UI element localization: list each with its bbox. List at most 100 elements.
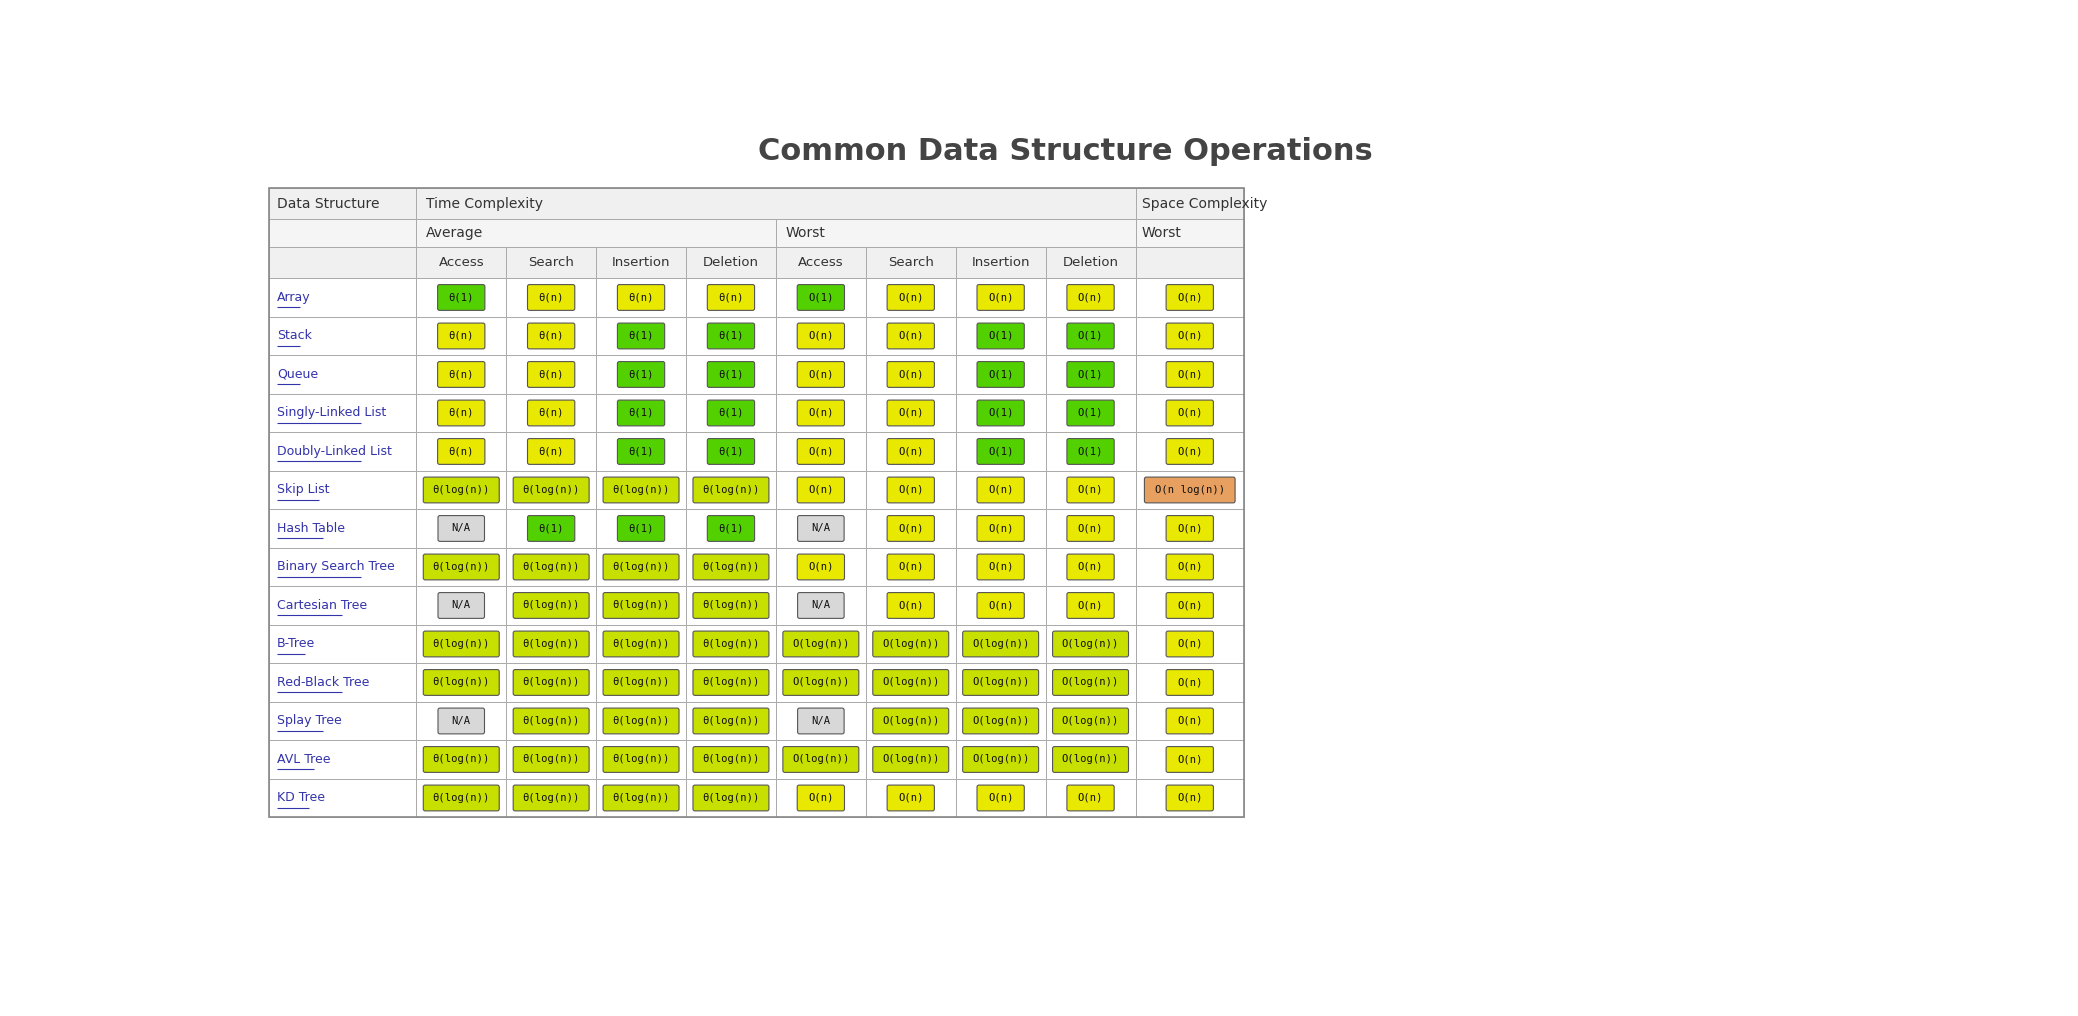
- Text: O(n): O(n): [987, 792, 1014, 803]
- Bar: [596, 509, 686, 548]
- Text: O(n): O(n): [987, 562, 1014, 572]
- FancyBboxPatch shape: [513, 592, 590, 619]
- FancyBboxPatch shape: [977, 362, 1024, 387]
- Text: θ(n): θ(n): [538, 408, 563, 418]
- Bar: [956, 470, 1045, 509]
- FancyBboxPatch shape: [798, 515, 844, 542]
- Bar: [1045, 509, 1135, 548]
- Text: N/A: N/A: [810, 600, 831, 611]
- Text: O(log(n)): O(log(n)): [792, 678, 850, 688]
- Text: O(n): O(n): [808, 408, 833, 418]
- Text: O(n log(n)): O(n log(n)): [1155, 485, 1224, 495]
- Text: θ(log(n)): θ(log(n)): [613, 600, 669, 611]
- Bar: [1135, 278, 1245, 317]
- Text: O(n): O(n): [1078, 792, 1103, 803]
- FancyBboxPatch shape: [617, 362, 665, 387]
- Bar: [416, 188, 1135, 218]
- Text: θ(log(n)): θ(log(n)): [702, 716, 761, 726]
- Text: O(n): O(n): [1176, 331, 1203, 341]
- Bar: [1135, 432, 1245, 470]
- Bar: [416, 625, 507, 663]
- Text: Cartesian Tree: Cartesian Tree: [276, 599, 368, 612]
- FancyBboxPatch shape: [513, 554, 590, 580]
- Bar: [867, 663, 956, 702]
- FancyBboxPatch shape: [1066, 400, 1114, 426]
- FancyBboxPatch shape: [887, 323, 935, 348]
- Bar: [416, 470, 507, 509]
- Bar: [507, 741, 596, 778]
- Text: Array: Array: [276, 291, 310, 304]
- Bar: [956, 548, 1045, 586]
- FancyBboxPatch shape: [1066, 362, 1114, 387]
- Bar: [1045, 548, 1135, 586]
- FancyBboxPatch shape: [1166, 400, 1214, 426]
- Text: O(n): O(n): [898, 562, 923, 572]
- Text: O(1): O(1): [1078, 408, 1103, 418]
- Text: Doubly-Linked List: Doubly-Linked List: [276, 445, 391, 458]
- Text: θ(log(n)): θ(log(n)): [432, 755, 490, 764]
- FancyBboxPatch shape: [783, 631, 858, 657]
- FancyBboxPatch shape: [1166, 747, 1214, 772]
- FancyBboxPatch shape: [438, 323, 484, 348]
- FancyBboxPatch shape: [424, 631, 499, 657]
- Text: Access: Access: [798, 256, 844, 269]
- Bar: [1135, 778, 1245, 817]
- FancyBboxPatch shape: [962, 631, 1039, 657]
- Bar: [775, 317, 867, 356]
- Bar: [867, 278, 956, 317]
- FancyBboxPatch shape: [798, 785, 844, 811]
- Text: Worst: Worst: [1141, 227, 1182, 240]
- Text: θ(1): θ(1): [719, 408, 744, 418]
- Text: N/A: N/A: [451, 523, 472, 533]
- FancyBboxPatch shape: [603, 592, 680, 619]
- Text: B-Tree: B-Tree: [276, 637, 316, 650]
- Text: O(n): O(n): [987, 485, 1014, 495]
- FancyBboxPatch shape: [798, 362, 844, 387]
- Text: θ(log(n)): θ(log(n)): [702, 485, 761, 495]
- FancyBboxPatch shape: [603, 631, 680, 657]
- FancyBboxPatch shape: [707, 362, 754, 387]
- Bar: [1045, 278, 1135, 317]
- Text: O(n): O(n): [1176, 562, 1203, 572]
- FancyBboxPatch shape: [1066, 284, 1114, 310]
- Bar: [775, 509, 867, 548]
- Bar: [867, 778, 956, 817]
- Text: θ(1): θ(1): [628, 523, 655, 533]
- FancyBboxPatch shape: [1066, 323, 1114, 348]
- Bar: [507, 663, 596, 702]
- FancyBboxPatch shape: [962, 708, 1039, 734]
- Text: O(n): O(n): [898, 600, 923, 611]
- FancyBboxPatch shape: [1054, 670, 1128, 695]
- FancyBboxPatch shape: [977, 785, 1024, 811]
- FancyBboxPatch shape: [603, 670, 680, 695]
- Text: Deletion: Deletion: [1062, 256, 1118, 269]
- Bar: [686, 278, 775, 317]
- Bar: [1045, 778, 1135, 817]
- FancyBboxPatch shape: [692, 554, 769, 580]
- Bar: [268, 741, 416, 778]
- FancyBboxPatch shape: [1166, 362, 1214, 387]
- Bar: [416, 356, 507, 394]
- Bar: [268, 394, 416, 432]
- FancyBboxPatch shape: [603, 708, 680, 734]
- FancyBboxPatch shape: [783, 670, 858, 695]
- Bar: [416, 741, 507, 778]
- Text: O(n): O(n): [987, 523, 1014, 533]
- Text: O(log(n)): O(log(n)): [1062, 755, 1120, 764]
- Text: O(n): O(n): [1176, 523, 1203, 533]
- Bar: [416, 317, 507, 356]
- Text: θ(log(n)): θ(log(n)): [702, 678, 761, 688]
- Bar: [1045, 663, 1135, 702]
- Text: θ(log(n)): θ(log(n)): [522, 716, 580, 726]
- Text: Queue: Queue: [276, 368, 318, 381]
- Text: O(n): O(n): [808, 792, 833, 803]
- Bar: [775, 586, 867, 625]
- Bar: [775, 218, 1135, 248]
- FancyBboxPatch shape: [513, 631, 590, 657]
- FancyBboxPatch shape: [1066, 478, 1114, 503]
- Bar: [596, 663, 686, 702]
- Text: θ(n): θ(n): [538, 293, 563, 303]
- Bar: [867, 625, 956, 663]
- Text: N/A: N/A: [810, 716, 831, 726]
- Text: θ(log(n)): θ(log(n)): [613, 485, 669, 495]
